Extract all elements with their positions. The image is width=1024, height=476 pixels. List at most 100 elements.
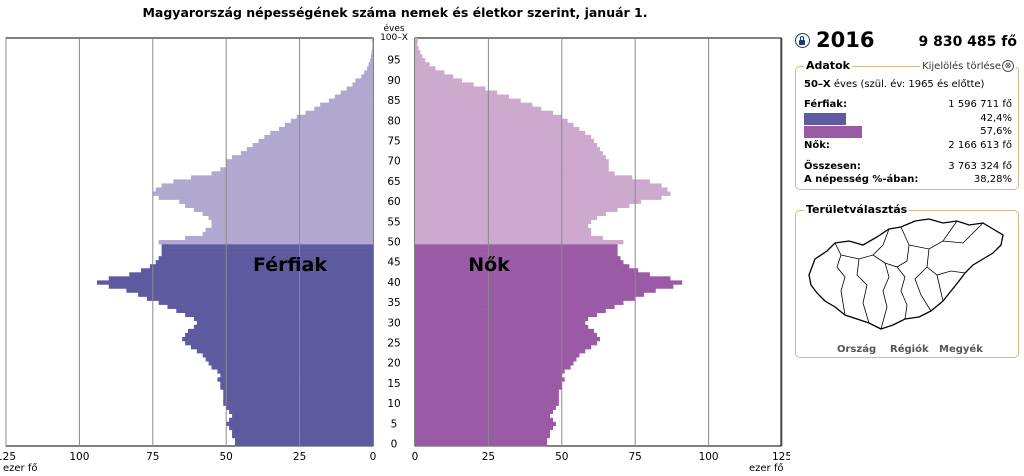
- data-panel-title: Adatok: [804, 59, 852, 72]
- male-bar-age-38: [126, 288, 373, 293]
- male-bar-age-100: [371, 38, 373, 43]
- male-x-tick-100: 100: [69, 451, 89, 463]
- male-bar-age-52: [202, 231, 373, 237]
- male-bar-age-71: [232, 155, 373, 160]
- male-bar-age-47: [161, 252, 373, 257]
- male-bar-age-89: [352, 82, 373, 87]
- male-bar-age-43: [141, 268, 373, 273]
- link-counties[interactable]: Megyék: [939, 344, 983, 355]
- male-bar-age-16: [217, 377, 373, 382]
- female-x-tick-25: 25: [482, 451, 495, 463]
- male-bar-age-31: [193, 316, 373, 322]
- male-x-tick-0: 0: [370, 451, 377, 463]
- age-tick-top: 100–X: [380, 33, 408, 43]
- male-bar-age-30: [196, 320, 373, 326]
- male-bar-age-51: [185, 235, 373, 241]
- female-bar-age-43: [415, 268, 639, 273]
- female-bar-age-75: [415, 138, 595, 144]
- clear-selection-button[interactable]: Kijelölés törlése ⊗: [920, 60, 1016, 72]
- chart-title: Magyarország népességének száma nemek és…: [142, 5, 648, 20]
- male-bar-age-66: [190, 175, 373, 180]
- female-percent-row: 57,6%: [804, 126, 1012, 138]
- age-tick-40: 40: [387, 277, 400, 289]
- age-tick-45: 45: [387, 257, 400, 269]
- total-row: Összesen: 3 763 324 fő: [804, 161, 1012, 173]
- female-bar-age-58: [415, 207, 618, 213]
- female-bar-age-31: [415, 316, 589, 322]
- male-bar-age-55: [211, 219, 373, 225]
- male-bar-age-58: [193, 207, 373, 213]
- link-country[interactable]: Ország: [837, 344, 877, 355]
- male-bar-age-14: [220, 385, 373, 390]
- female-bar-age-28: [415, 328, 595, 334]
- male-bar-age-86: [334, 94, 373, 99]
- male-bar-age-92: [364, 70, 373, 75]
- link-regions[interactable]: Régiók: [890, 344, 929, 355]
- male-x-unit: ezer fő: [3, 462, 37, 474]
- female-bar-age-44: [415, 264, 630, 269]
- female-bar-age-19: [415, 365, 571, 370]
- hungary-outline: [808, 218, 1004, 330]
- lock-icon[interactable]: [795, 33, 810, 48]
- female-bar-age-57: [415, 211, 606, 217]
- female-bar-age-94: [415, 62, 430, 67]
- male-bar-age-59: [185, 203, 373, 208]
- male-bar-age-42: [129, 272, 373, 277]
- male-bar-age-91: [361, 74, 373, 79]
- female-row: Nők: 2 166 613 fő: [804, 140, 1012, 152]
- female-bar-age-66: [415, 175, 633, 180]
- female-bar-age-39: [415, 284, 674, 289]
- female-bar-age-41: [415, 276, 671, 281]
- female-bar-age-95: [415, 58, 426, 63]
- male-bar-age-39: [108, 284, 373, 289]
- male-bar-age-62: [152, 191, 373, 196]
- female-bar-age-22: [415, 353, 580, 358]
- region-borders: [834, 220, 984, 330]
- male-bar-age-17: [220, 373, 373, 378]
- female-bar-age-0: [415, 441, 548, 447]
- female-bar-age-89: [415, 82, 474, 87]
- age-tick-15: 15: [387, 378, 400, 390]
- male-bar-age-1: [235, 437, 373, 443]
- male-bar-age-98: [372, 46, 373, 51]
- hungary-map[interactable]: [797, 215, 1017, 335]
- female-bar-age-21: [415, 357, 577, 362]
- female-bar-age-51: [415, 235, 603, 241]
- female-bar-age-86: [415, 94, 509, 99]
- male-bar-age-80: [290, 118, 373, 124]
- female-bar-age-71: [415, 155, 606, 160]
- male-x-tick-25: 25: [293, 451, 306, 463]
- female-bar-age-24: [415, 345, 592, 350]
- female-bar-age-59: [415, 203, 630, 208]
- selection-desc: éves (szül. év: 1965 és előtte): [833, 79, 985, 90]
- male-bar-age-60: [179, 199, 373, 204]
- female-bar-age-84: [415, 102, 533, 107]
- male-bar-age-3: [232, 429, 373, 435]
- age-tick-75: 75: [387, 136, 400, 148]
- selection-range: 50–X: [804, 79, 831, 90]
- male-bar-age-99: [372, 42, 373, 47]
- female-percent: 57,6%: [980, 126, 1012, 137]
- female-bar-age-7: [415, 413, 551, 419]
- female-bar-age-8: [415, 409, 553, 414]
- male-bar-age-50: [158, 239, 373, 245]
- male-x-tick-125: 125: [0, 451, 16, 463]
- female-bar-age-46: [415, 256, 621, 261]
- male-bar-age-22: [202, 353, 373, 358]
- age-tick-95: 95: [387, 55, 400, 67]
- male-bar-age-0: [235, 441, 373, 447]
- age-tick-55: 55: [387, 216, 400, 228]
- male-bar-age-76: [264, 134, 373, 140]
- female-bar-age-62: [415, 191, 671, 196]
- age-unit: éves: [383, 23, 404, 34]
- female-bar-age-100: [415, 38, 418, 43]
- male-bar-age-87: [340, 90, 373, 95]
- male-bar-age-97: [371, 50, 373, 55]
- male-bar-age-68: [220, 167, 373, 172]
- female-bar-age-55: [415, 219, 592, 225]
- male-bar-age-81: [296, 114, 373, 120]
- male-bar-age-56: [208, 215, 373, 221]
- male-bar-age-54: [211, 223, 373, 229]
- female-bar-age-83: [415, 106, 542, 112]
